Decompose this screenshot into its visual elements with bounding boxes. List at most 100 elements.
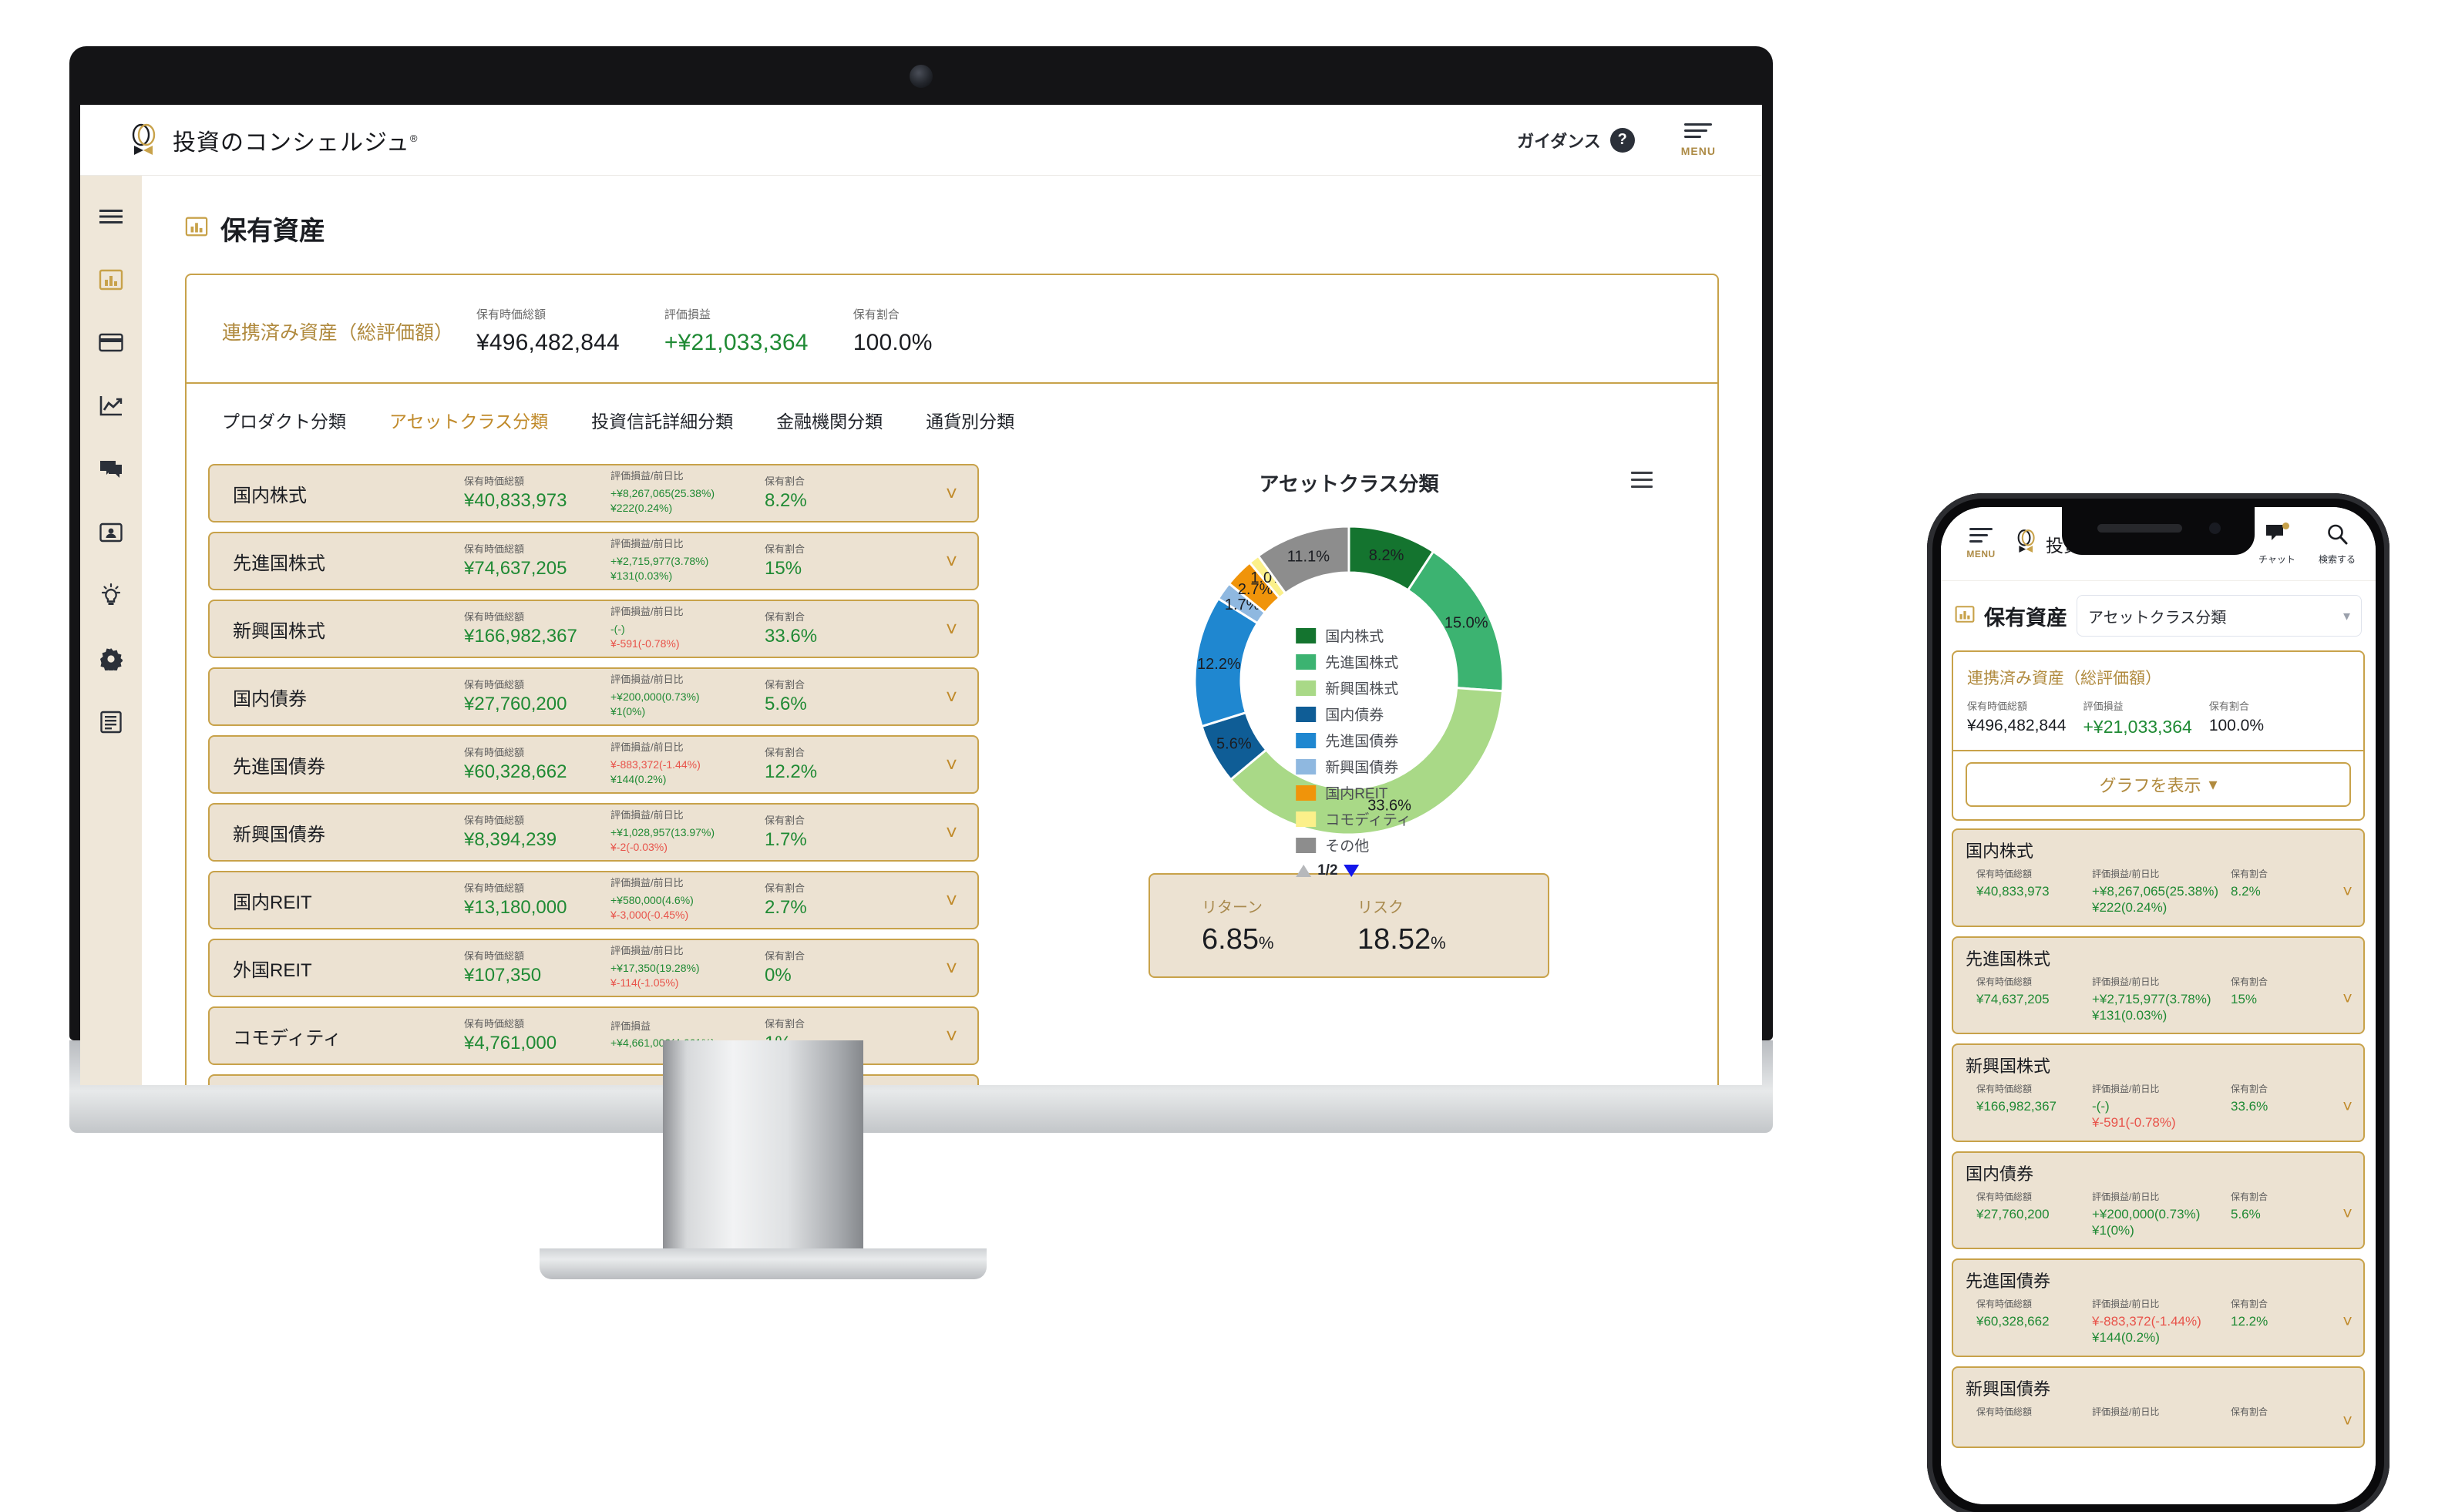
table-row[interactable]: 新興国債券 保有時価総額 ¥8,394,239 評価損益/前日比 +¥1,028,957… xyxy=(208,803,979,862)
sidebar-item-menu-icon[interactable] xyxy=(98,203,124,230)
hamburger-icon xyxy=(1684,123,1713,142)
table-row[interactable]: 外国REIT 保有時価総額 ¥107,350 評価損益/前日比 +¥17,350(19.… xyxy=(208,939,979,997)
legend-label: 国内株式 xyxy=(1325,629,1384,645)
asset-amount-value: ¥8,394,239 xyxy=(464,829,557,851)
chevron-down-icon[interactable]: ˅ xyxy=(945,1024,957,1047)
table-row[interactable]: 国内債券 保有時価総額 ¥27,760,200 評価損益/前日比 +¥200,000(0… xyxy=(208,667,979,726)
asset-pl-label: 評価損益/前日比 xyxy=(610,674,684,686)
table-row[interactable]: 先進国株式 保有時価総額 ¥74,637,205 評価損益/前日比 +¥2,715,97… xyxy=(208,532,979,590)
legend-pager[interactable]: 1/2 xyxy=(1296,862,1411,879)
list-item[interactable]: 新興国債券 保有時価総額 評価損益/前日比 保有割合 ˅ xyxy=(1952,1366,2365,1448)
list-item[interactable]: 国内債券 保有時価総額 ¥27,760,200 評価損益/前日比 +¥200,000(0… xyxy=(1952,1151,2365,1249)
chart-menu-icon[interactable] xyxy=(1631,472,1653,492)
legend-item[interactable]: 国内株式 xyxy=(1296,625,1411,646)
tab-currency[interactable]: 通貨別分類 xyxy=(926,412,1015,432)
list-item[interactable]: 国内株式 保有時価総額 ¥40,833,973 評価損益/前日比 +¥8,267,065… xyxy=(1952,828,2365,927)
asset-ratio-value: 0% xyxy=(765,965,792,986)
chevron-down-icon[interactable]: ˅ xyxy=(945,889,957,912)
tab-institution[interactable]: 金融機関分類 xyxy=(776,412,883,432)
classification-select[interactable]: アセットクラス分類 ▾ xyxy=(2077,595,2362,637)
sidebar-item-chat-icon[interactable] xyxy=(98,456,124,482)
sidebar-item-chart-bar-icon[interactable] xyxy=(98,267,124,293)
chevron-down-icon[interactable]: ˅ xyxy=(2342,989,2353,1009)
legend-item[interactable]: 国内債券 xyxy=(1296,704,1411,724)
sidebar-item-lightbulb-icon[interactable] xyxy=(98,583,124,609)
asset-ratio-value: 15% xyxy=(765,558,802,580)
guidance-button[interactable]: ガイダンス ? xyxy=(1517,127,1635,153)
legend-swatch xyxy=(1296,706,1317,722)
legend-swatch xyxy=(1296,811,1317,827)
sidebar-item-contact-card-icon[interactable] xyxy=(98,519,124,546)
legend-item[interactable]: 先進国株式 xyxy=(1296,651,1411,672)
legend-item[interactable]: その他 xyxy=(1296,835,1411,855)
legend-item[interactable]: コモディティ xyxy=(1296,808,1411,829)
chart-legend: 国内株式先進国株式新興国株式国内債券先進国債券新興国債券国内REIT コモディティ… xyxy=(1296,625,1411,879)
chevron-down-icon[interactable]: ˅ xyxy=(945,821,957,844)
legend-label: 新興国債券 xyxy=(1325,760,1399,776)
asset-name: 国内REIT xyxy=(233,892,312,913)
table-row[interactable]: 国内株式 保有時価総額 ¥40,833,973 評価損益/前日比 +¥8,267,065… xyxy=(208,464,979,522)
menu-caption: MENU xyxy=(1966,549,1996,559)
table-row[interactable]: コモディティ保有時価総額¥4,761,000評価損益+¥4,661,000(4,… xyxy=(208,1006,979,1065)
legend-prev-icon[interactable] xyxy=(1296,865,1312,877)
asset-name: 先進国債券 xyxy=(1966,1272,2051,1291)
chevron-down-icon[interactable]: ˅ xyxy=(2342,881,2353,901)
table-row[interactable]: 先進国債券 保有時価総額 ¥60,328,662 評価損益/前日比 ¥-883,372(… xyxy=(208,735,979,794)
mobile-chat-button[interactable]: チャット xyxy=(2254,522,2300,566)
chevron-down-icon[interactable]: ˅ xyxy=(945,549,957,573)
mobile-summary-cell: 保有時価総額 ¥496,482,844 xyxy=(1967,698,2066,738)
chevron-down-icon[interactable]: ˅ xyxy=(945,753,957,776)
asset-name: 先進国株式 xyxy=(233,553,325,574)
asset-name: 新興国債券 xyxy=(1966,1379,2051,1399)
sidebar-item-gear-icon[interactable] xyxy=(98,646,124,672)
donut-slice-label: 5.6% xyxy=(1216,736,1252,753)
chevron-down-icon[interactable]: ˅ xyxy=(2342,1096,2353,1116)
chevron-down-icon[interactable]: ˅ xyxy=(945,617,957,640)
chevron-down-icon[interactable]: ˅ xyxy=(2342,1311,2353,1331)
asset-pl-secondary: ¥222(0.24%) xyxy=(610,501,673,514)
legend-item[interactable]: 新興国株式 xyxy=(1296,677,1411,698)
table-row[interactable]: 国内REIT 保有時価総額 ¥13,180,000 評価損益/前日比 +¥580,000… xyxy=(208,871,979,929)
asset-ratio-cell: 保有割合 15% xyxy=(2231,975,2292,1007)
chevron-down-icon[interactable]: ˅ xyxy=(2342,1410,2353,1430)
asset-amount-value: ¥13,180,000 xyxy=(464,897,567,919)
mobile-search-caption: 検索する xyxy=(2318,553,2356,565)
classification-select-value: アセットクラス分類 xyxy=(2088,609,2227,627)
chevron-down-icon[interactable]: ˅ xyxy=(945,956,957,979)
mobile-search-button[interactable]: 検索する xyxy=(2314,522,2360,566)
asset-pl-cell: 評価損益/前日比 +¥17,350(19.28%) ¥-114(-1.05%) xyxy=(610,946,765,990)
sidebar-item-line-chart-icon[interactable] xyxy=(98,393,124,419)
show-graph-button[interactable]: グラフを表示 ▾ xyxy=(1966,762,2351,807)
asset-pl-secondary: ¥1(0%) xyxy=(2092,1222,2134,1238)
asset-pl-cell: 評価損益/前日比 +¥580,000(4.6%) ¥-3,000(-0.45%) xyxy=(610,878,765,922)
list-item[interactable]: 先進国株式 保有時価総額 ¥74,637,205 評価損益/前日比 +¥2,715,97… xyxy=(1952,936,2365,1034)
tab-asset-class[interactable]: アセットクラス分類 xyxy=(389,412,549,432)
legend-item[interactable]: 先進国債券 xyxy=(1296,730,1411,751)
asset-ratio-value: 12.2% xyxy=(765,761,818,783)
desktop-menu-button[interactable]: MENU xyxy=(1681,123,1716,157)
list-item[interactable]: 新興国株式 保有時価総額 ¥166,982,367 評価損益/前日比 -(-) ¥-591… xyxy=(1952,1043,2365,1142)
asset-name: 国内株式 xyxy=(1966,842,2034,861)
asset-amount-cell: 保有時価総額 ¥27,760,200 xyxy=(464,679,610,714)
imac-base xyxy=(540,1248,987,1279)
asset-pl-primary: +¥2,715,977(3.78%) xyxy=(610,554,709,567)
table-row[interactable]: 新興国株式 保有時価総額 ¥166,982,367 評価損益/前日比 -(-) ¥-591… xyxy=(208,600,979,658)
legend-item[interactable]: 国内REIT xyxy=(1296,782,1411,803)
sidebar-item-credit-card-icon[interactable] xyxy=(98,330,124,356)
legend-next-icon[interactable] xyxy=(1344,865,1360,877)
asset-ratio-value: 5.6% xyxy=(765,694,807,715)
brand-logo[interactable]: 投資のコンシェルジュ® xyxy=(126,123,419,158)
tab-fund-detail[interactable]: 投資信託詳細分類 xyxy=(591,412,734,432)
donut-slice[interactable] xyxy=(1256,525,1350,595)
mobile-menu-button[interactable]: MENU xyxy=(1956,528,2006,559)
legend-item[interactable]: 新興国債券 xyxy=(1296,756,1411,777)
help-icon[interactable]: ? xyxy=(1609,127,1635,153)
chevron-down-icon[interactable]: ˅ xyxy=(945,482,957,505)
tab-product[interactable]: プロダクト分類 xyxy=(222,412,346,432)
chevron-down-icon[interactable]: ˅ xyxy=(2342,1204,2353,1224)
sidebar-item-document-icon[interactable] xyxy=(98,709,124,735)
list-item[interactable]: 先進国債券 保有時価総額 ¥60,328,662 評価損益/前日比 ¥-883,372(… xyxy=(1952,1258,2365,1357)
chevron-down-icon[interactable]: ˅ xyxy=(945,685,957,708)
